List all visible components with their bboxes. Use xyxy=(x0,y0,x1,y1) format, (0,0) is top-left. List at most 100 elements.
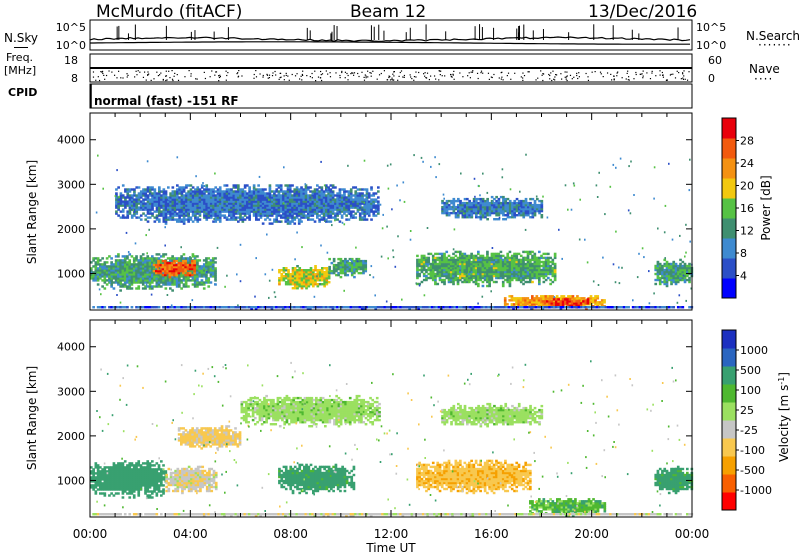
velocity-region-1 xyxy=(165,465,218,495)
nsearch-dots: ······· xyxy=(758,38,792,52)
freq-label: Freq. xyxy=(6,51,34,64)
nsearch-label: N.Search xyxy=(746,29,800,43)
velocity-panel: 1000 2000 3000 4000 Slant Range [km] -1000 -… xyxy=(25,319,791,518)
nave-label: Nave xyxy=(749,62,780,76)
nsky-underline xyxy=(14,47,28,48)
velocity-colorbar-swatch xyxy=(722,348,736,367)
power-region-0 xyxy=(90,253,217,292)
power-region-6 xyxy=(541,298,590,309)
velocity-label-unit: m s xyxy=(777,385,791,407)
velocity-colorbar: -1000 -500 -100 -25 25 100 500 1000 xyxy=(721,329,772,511)
power-scatter xyxy=(95,153,693,307)
power-colorbar-swatch xyxy=(722,218,736,239)
cpid-label: CPID xyxy=(8,86,38,99)
nsky-trace xyxy=(89,36,691,42)
nsky-label: N.Sky xyxy=(4,31,39,45)
y-tick-label: 2000 xyxy=(57,223,85,236)
x-tick-label: 12:00 xyxy=(374,527,409,541)
power-colorbar-tick: 20 xyxy=(740,180,754,193)
y-tick-label: 2000 xyxy=(57,430,85,443)
velocity-y-ticks: 1000 2000 3000 4000 xyxy=(57,341,692,487)
velocity-colorbar-swatch xyxy=(722,384,736,403)
velocity-colorbar-swatch xyxy=(722,330,736,349)
power-colorbar-tick: 28 xyxy=(740,135,754,148)
y-tick-label: 1000 xyxy=(57,267,85,280)
nsky-tick-high: 10^5 xyxy=(56,21,86,34)
power-x-ticks xyxy=(89,113,693,310)
power-region-8 xyxy=(115,184,380,225)
power-colorbar-swatch xyxy=(722,178,736,199)
velocity-region-5 xyxy=(654,465,694,495)
power-region-1 xyxy=(152,259,196,279)
beam-title: Beam 12 xyxy=(350,2,427,22)
velocity-colorbar-swatch xyxy=(722,456,736,475)
velocity-heatmap-data xyxy=(90,360,694,518)
x-tick-label: 20:00 xyxy=(574,527,609,541)
velocity-scatter xyxy=(95,360,686,514)
power-colorbar: 4 8 12 16 20 24 28 xyxy=(721,117,754,299)
y-tick-label: 4000 xyxy=(57,134,85,147)
power-colorbar-swatch xyxy=(722,138,736,159)
y-tick-label: 4000 xyxy=(57,341,85,354)
power-region-4 xyxy=(416,250,557,288)
velocity-colorbar-tick: 100 xyxy=(740,384,761,397)
noise-traces xyxy=(89,24,691,45)
velocity-region-6 xyxy=(177,425,242,450)
power-region-10 xyxy=(92,306,694,311)
power-colorbar-tick: 24 xyxy=(740,157,754,170)
y-tick-label: 1000 xyxy=(57,474,85,487)
power-colorbar-swatch xyxy=(722,118,736,139)
velocity-region-7 xyxy=(240,394,381,428)
velocity-x-ticks xyxy=(89,320,693,517)
power-colorbar-swatch xyxy=(722,238,736,259)
power-colorbar-tick: 8 xyxy=(740,247,747,260)
power-region-7 xyxy=(654,258,694,288)
velocity-colorbar-tick: 1000 xyxy=(740,344,768,357)
velocity-colorbar-tick: 25 xyxy=(740,404,754,417)
power-y-ticks: 1000 2000 3000 4000 xyxy=(57,134,692,280)
velocity-colorbar-tick: -25 xyxy=(740,424,758,437)
velocity-colorbar-swatch xyxy=(722,402,736,421)
x-axis-label: Time UT xyxy=(365,541,416,554)
freq-tick-low: 8 xyxy=(71,72,78,85)
nsearch-tick-high: 10^5 xyxy=(696,21,726,34)
power-colorbar-swatch xyxy=(722,258,736,279)
nsearch-tick-low: 10^0 xyxy=(696,39,726,52)
velocity-colorbar-swatch xyxy=(722,420,736,439)
freq-traces xyxy=(90,67,692,82)
power-region-3 xyxy=(328,257,368,279)
freq-unit: [MHz] xyxy=(4,64,37,77)
velocity-colorbar-swatch xyxy=(722,474,736,493)
nave-tick-high: 60 xyxy=(708,54,722,67)
power-colorbar-swatch xyxy=(722,158,736,179)
nave-dots: ···· xyxy=(754,72,774,86)
velocity-label-prefix: Velocity [ xyxy=(777,406,791,462)
x-tick-labels: 00:00 04:00 08:00 12:00 16:00 20:00 00:00 xyxy=(73,527,710,541)
nave-tick-low: 0 xyxy=(708,72,715,85)
velocity-colorbar-swatch xyxy=(722,366,736,385)
power-colorbar-tick: 4 xyxy=(740,270,747,283)
velocity-region-9 xyxy=(92,513,694,518)
power-region-9 xyxy=(441,195,544,221)
y-tick-label: 3000 xyxy=(57,178,85,191)
power-y-label: Slant Range [km] xyxy=(25,160,39,264)
velocity-colorbar-tick: 500 xyxy=(740,364,761,377)
velocity-label-exp: -1 xyxy=(777,377,786,385)
nsky-tick-low: 10^0 xyxy=(56,39,86,52)
velocity-colorbar-tick: -1000 xyxy=(740,484,772,497)
y-tick-label: 3000 xyxy=(57,385,85,398)
velocity-y-label: Slant Range [km] xyxy=(25,366,39,470)
station-title: McMurdo (fitACF) xyxy=(96,2,243,22)
velocity-colorbar-swatch xyxy=(722,492,736,511)
power-colorbar-swatch xyxy=(722,198,736,219)
nsearch-trace xyxy=(90,41,690,45)
x-tick-label: 08:00 xyxy=(273,527,308,541)
freq-tick-high: 18 xyxy=(64,54,78,67)
velocity-colorbar-swatch xyxy=(722,438,736,457)
velocity-region-2 xyxy=(278,463,356,495)
x-tick-label: 16:00 xyxy=(474,527,509,541)
velocity-region-0 xyxy=(90,460,168,499)
x-tick-label: 00:00 xyxy=(73,527,108,541)
